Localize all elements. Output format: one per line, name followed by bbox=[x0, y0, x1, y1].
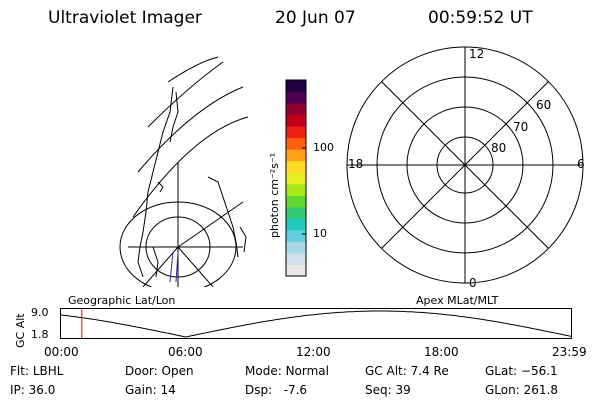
filter-value: LBHL bbox=[32, 364, 64, 378]
gc-alt-value: 7.4 Re bbox=[410, 364, 449, 378]
altitude-axis-title: GC Alt bbox=[14, 313, 27, 348]
colorbar-stripe bbox=[286, 183, 306, 196]
date-label: 20 Jun 07 bbox=[275, 8, 356, 28]
dsp-status: Dsp: -7.6 bbox=[245, 383, 308, 397]
gc-alt-status: GC Alt: 7.4 Re bbox=[365, 364, 449, 378]
polar-mlt-plot bbox=[346, 46, 584, 284]
altitude-strip bbox=[60, 308, 572, 339]
instrument-title: Ultraviolet Imager bbox=[48, 8, 202, 28]
altitude-strip-frame bbox=[60, 308, 572, 339]
mlt-label-12: 12 bbox=[469, 47, 485, 61]
time-tick-3: 18:00 bbox=[424, 345, 459, 359]
altitude-y-bottom: 1.8 bbox=[31, 328, 49, 341]
colorbar-stripe bbox=[286, 218, 306, 231]
colorbar-stripe bbox=[286, 137, 306, 150]
intensity-colorbar bbox=[285, 79, 307, 277]
glat-status: GLat: −56.1 bbox=[485, 364, 558, 378]
colorbar-stripe bbox=[286, 91, 306, 104]
colorbar-stripe bbox=[286, 126, 306, 139]
colorbar-stripe bbox=[286, 114, 306, 127]
geographic-caption: Geographic Lat/Lon bbox=[68, 294, 176, 307]
colorbar-stripes bbox=[286, 80, 306, 277]
glat-value: −56.1 bbox=[520, 364, 558, 378]
colorbar-stripe bbox=[286, 172, 306, 185]
colorbar-stripe bbox=[286, 195, 306, 208]
mode-status: Mode: Normal bbox=[245, 364, 329, 378]
altitude-y-top: 9.0 bbox=[31, 306, 49, 319]
apex-caption: Apex MLat/MLT bbox=[416, 294, 499, 307]
colorbar-stripe bbox=[286, 149, 306, 162]
geographic-map bbox=[119, 56, 249, 287]
glon-status: GLon: 261.8 bbox=[485, 383, 558, 397]
seq-value: 39 bbox=[395, 383, 411, 397]
mlat-label-80: 80 bbox=[491, 141, 507, 155]
ip-value: 36.0 bbox=[28, 383, 56, 397]
time-label: 00:59:52 UT bbox=[428, 8, 533, 28]
colorbar-label-10: 10 bbox=[313, 227, 327, 240]
ip-status: IP: 36.0 bbox=[10, 383, 56, 397]
door-value: Open bbox=[161, 364, 194, 378]
time-tick-2: 12:00 bbox=[296, 345, 331, 359]
mlat-label-70: 70 bbox=[513, 120, 529, 134]
filter-status: Flt: LBHL bbox=[10, 364, 64, 378]
polar-diagonal-2 bbox=[381, 81, 549, 249]
colorbar-label-100: 100 bbox=[313, 141, 334, 154]
colorbar-stripe bbox=[286, 160, 306, 173]
dsp-value: -7.6 bbox=[283, 383, 308, 397]
seq-status: Seq: 39 bbox=[365, 383, 411, 397]
glon-value: 261.8 bbox=[523, 383, 558, 397]
gain-value: 14 bbox=[160, 383, 176, 397]
time-tick-1: 06:00 bbox=[168, 345, 203, 359]
mlt-label-6: 6 bbox=[577, 157, 585, 171]
colorbar-stripe bbox=[286, 264, 306, 277]
mlt-label-18: 18 bbox=[348, 157, 364, 171]
time-tick-0: 00:00 bbox=[44, 345, 79, 359]
gain-status: Gain: 14 bbox=[125, 383, 176, 397]
colorbar-stripe bbox=[286, 206, 306, 219]
colorbar-frame bbox=[285, 79, 307, 277]
door-status: Door: Open bbox=[125, 364, 194, 378]
colorbar-stripe bbox=[286, 80, 306, 93]
mlt-label-0: 0 bbox=[469, 276, 477, 290]
mode-value: Normal bbox=[285, 364, 329, 378]
colorbar-stripe bbox=[286, 252, 306, 265]
time-tick-4: 23:59 bbox=[552, 345, 587, 359]
colorbar-unit-label: photon cm⁻²s⁻¹ bbox=[268, 152, 281, 238]
colorbar-stripe bbox=[286, 241, 306, 254]
colorbar-stripe bbox=[286, 229, 306, 242]
colorbar-stripe bbox=[286, 103, 306, 116]
mlat-label-60: 60 bbox=[536, 98, 552, 112]
altitude-curve bbox=[60, 310, 572, 338]
